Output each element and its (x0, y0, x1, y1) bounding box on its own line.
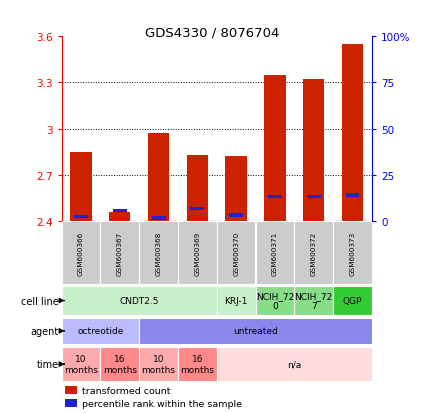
Bar (333, 222, 372, 285)
Bar (65, 399, 77, 407)
Bar (333, 286, 372, 316)
Text: GSM600372: GSM600372 (311, 231, 317, 275)
Bar (294, 286, 333, 316)
Text: GSM600373: GSM600373 (349, 231, 355, 275)
Text: time: time (37, 359, 59, 369)
Bar (226, 157, 247, 222)
Bar (295, 222, 333, 285)
Bar (62, 318, 139, 344)
Bar (62, 347, 100, 382)
Bar (264, 76, 286, 222)
Bar (100, 222, 139, 285)
Bar (190, 208, 204, 211)
Text: 10
months: 10 months (142, 354, 176, 374)
Text: KRJ-1: KRJ-1 (224, 297, 248, 305)
Text: cell line: cell line (21, 296, 59, 306)
Bar (62, 286, 217, 316)
Text: octreotide: octreotide (77, 327, 124, 335)
Text: 10
months: 10 months (64, 354, 98, 374)
Text: percentile rank within the sample: percentile rank within the sample (82, 399, 242, 408)
Bar (152, 217, 165, 220)
Bar (148, 134, 169, 222)
Bar (113, 209, 127, 213)
Text: n/a: n/a (287, 360, 301, 369)
Text: GSM600366: GSM600366 (78, 231, 84, 275)
Bar (255, 286, 294, 316)
Text: GSM600368: GSM600368 (156, 231, 162, 275)
Bar (62, 222, 100, 285)
Text: GSM600367: GSM600367 (117, 231, 123, 275)
Text: 16
months: 16 months (180, 354, 214, 374)
Text: NCIH_72
0: NCIH_72 0 (256, 291, 294, 311)
Bar (303, 80, 324, 222)
Bar (217, 222, 255, 285)
Text: QGP: QGP (343, 297, 362, 305)
Bar (346, 194, 360, 197)
Bar (109, 212, 130, 222)
Bar (74, 215, 88, 218)
Text: GSM600370: GSM600370 (233, 231, 239, 275)
Text: 16
months: 16 months (103, 354, 137, 374)
Text: GDS4330 / 8076704: GDS4330 / 8076704 (145, 27, 280, 40)
Bar (307, 195, 320, 199)
Bar (178, 347, 217, 382)
Bar (65, 386, 77, 394)
Text: untreated: untreated (233, 327, 278, 335)
Bar (100, 347, 139, 382)
Bar (71, 152, 92, 222)
Text: GSM600369: GSM600369 (194, 231, 200, 275)
Text: NCIH_72
7: NCIH_72 7 (295, 291, 333, 311)
Bar (217, 286, 255, 316)
Text: GSM600371: GSM600371 (272, 231, 278, 275)
Bar (187, 156, 208, 222)
Bar (255, 222, 294, 285)
Bar (139, 318, 372, 344)
Text: agent: agent (30, 326, 59, 336)
Bar (139, 222, 178, 285)
Bar (342, 45, 363, 222)
Bar (178, 222, 217, 285)
Text: transformed count: transformed count (82, 386, 170, 395)
Bar (139, 347, 178, 382)
Bar (268, 195, 282, 199)
Bar (217, 347, 372, 382)
Text: CNDT2.5: CNDT2.5 (119, 297, 159, 305)
Bar (229, 214, 243, 217)
